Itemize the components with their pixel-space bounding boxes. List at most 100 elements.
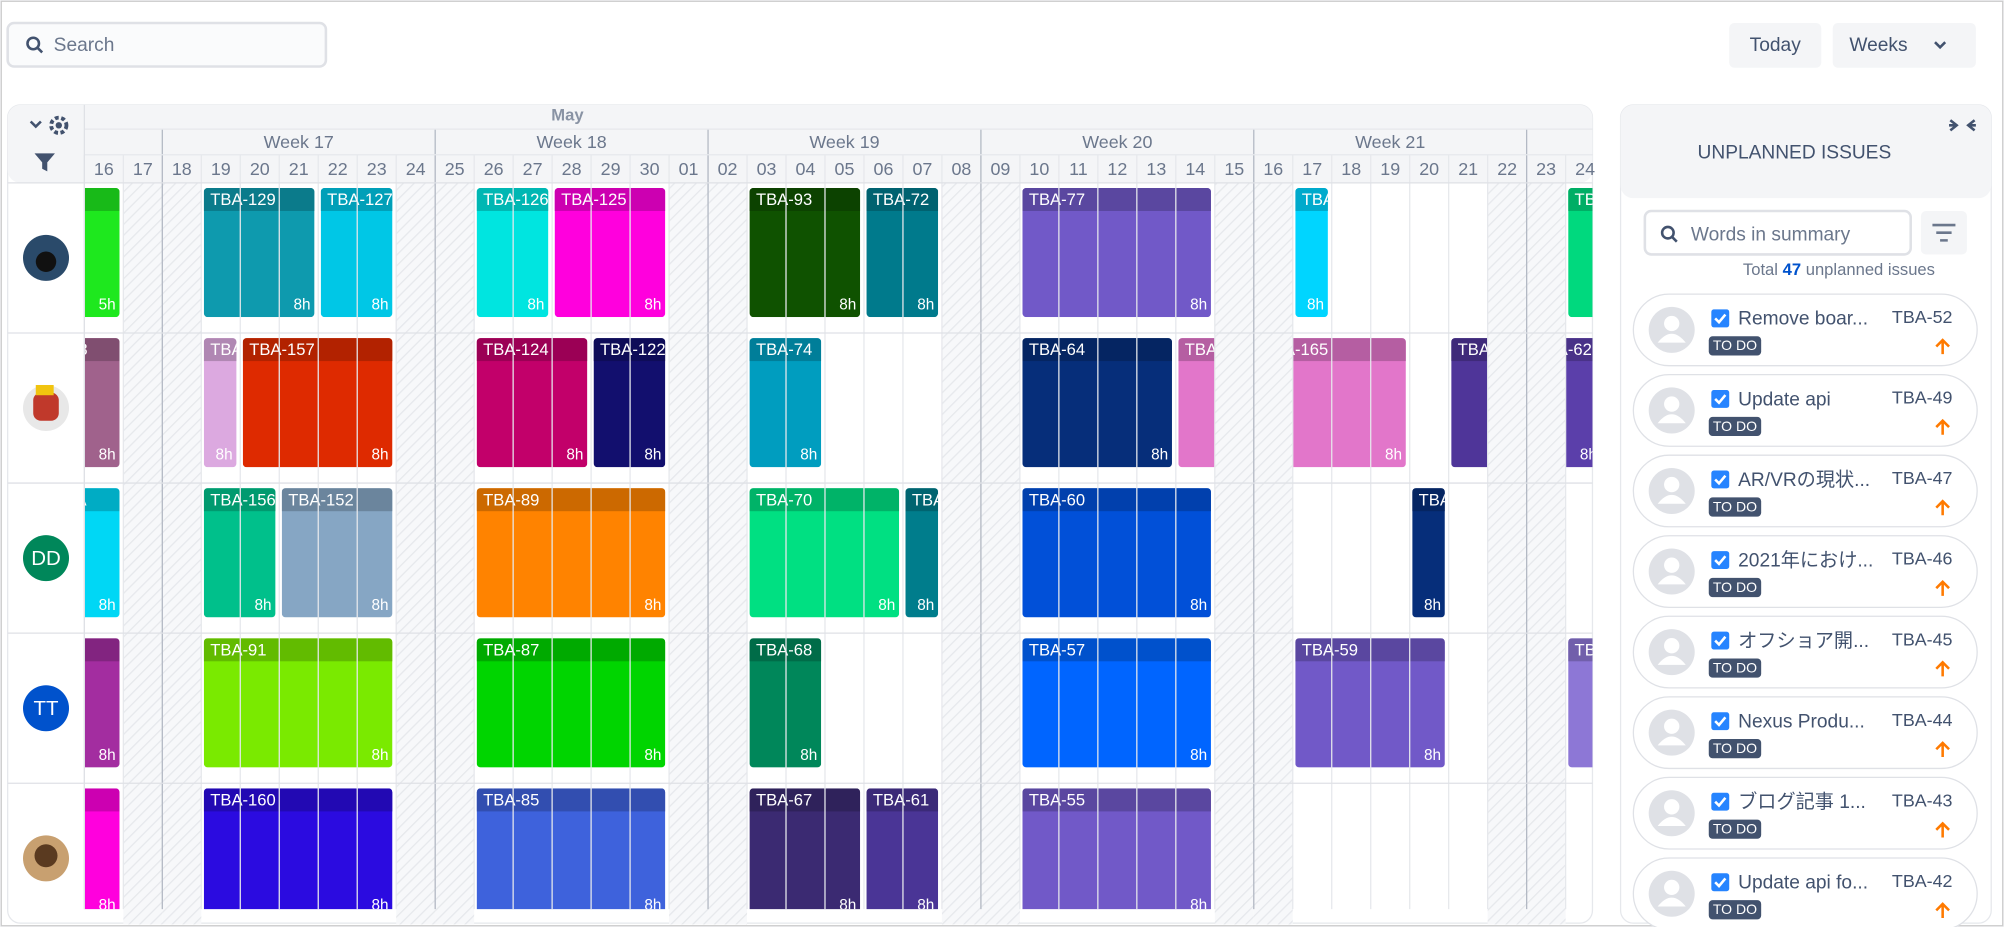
status-label: TO DO [1713,740,1757,756]
issue-card[interactable]: Remove boar... TO DO TBA-52 [1632,293,1978,367]
placeholder-body [1657,897,1686,907]
day-label: 15 [1224,159,1244,179]
issue-bar[interactable]: 5h [48,187,120,318]
settings-controls[interactable] [29,115,69,172]
weekend-column [1487,182,1527,925]
day-label: 19 [1380,159,1400,179]
issue-bar[interactable]: -908h [48,788,120,917]
issue-summary: AR/VRの現状... [1738,469,1870,491]
issue-card[interactable]: Update api fo... TO DO TBA-42 [1632,857,1978,927]
issue-bar[interactable]: TBA-67 8h [749,788,861,917]
bar-header [84,338,120,362]
status-label: TO DO [1713,337,1757,353]
issue-hours: 8h [255,597,272,614]
bar-header [1412,488,1445,512]
issue-type-icon [1711,389,1730,408]
issue-key: TB [1575,640,1596,659]
issue-bar[interactable]: TBA 8h [1295,187,1335,318]
issue-summary: ブログ記事 1... [1738,790,1866,813]
bar-header [1022,488,1211,512]
collapse-button[interactable] [1949,119,1976,132]
total-suffix: unplanned issues [1806,260,1935,279]
check-mark [1714,474,1727,486]
week-label: Week 21 [1355,132,1425,152]
status-label: TO DO [1713,498,1757,514]
issue-bar[interactable]: TBA-89 8h [476,488,666,618]
issue-summary: Update api fo... [1738,873,1868,894]
issue-bar[interactable]: TBA-55 8h [1022,788,1211,917]
issue-hours: 8h [371,297,388,314]
issue-key: -128 [54,340,87,359]
issue-card[interactable]: ブログ記事 1... TO DO TBA-43 [1632,776,1978,850]
placeholder-head [1664,799,1680,815]
day-label: 19 [211,159,231,179]
issue-bar[interactable]: TBA 8h [905,488,946,618]
status-badge [1708,416,1762,437]
check-mark [1714,394,1727,405]
issue-bar[interactable]: TBA-122 8h [593,338,666,468]
issue-key: TBA-64 [1029,340,1085,359]
issue-bar[interactable]: TBA-87 8h [476,638,666,768]
issue-key: TBA [912,490,945,509]
day-label: 23 [367,159,387,179]
placeholder-head [1664,879,1680,896]
issue-search[interactable]: Words in summary [1643,209,1912,256]
issue-bar[interactable]: TBA-160 8h [203,788,393,917]
placeholder-head [1664,476,1680,493]
issue-bar[interactable]: TBA 8h [48,488,120,618]
issue-hours: 8h [1151,447,1168,464]
issue-key: TBA-49 [1892,388,1953,408]
check-mark [1714,716,1727,727]
issue-bar[interactable]: TBA-91 8h [203,638,393,768]
issue-summary: Nexus Produ... [1738,711,1865,732]
issue-bar[interactable]: TBA-125 8h [554,187,666,318]
issue-card[interactable]: Update api TO DO TBA-49 [1632,373,1978,447]
issue-bar[interactable]: TBA-129 8h [203,187,315,318]
status-badge [1708,497,1762,517]
issue-card[interactable]: AR/VRの現状... TO DO TBA-47 [1632,454,1978,528]
bar-header [1568,187,1593,211]
issue-hours: 8h [371,447,388,464]
issue-hours: 8h [839,897,856,914]
bar-header [554,187,666,211]
filter-button[interactable] [1920,210,1967,255]
issue-key: TBA-47 [1892,468,1953,488]
issue-hours: 8h [1424,597,1441,614]
issue-bar[interactable]: TBA-93 8h [749,187,861,318]
weekend-column [123,182,163,925]
status-badge [1708,819,1762,839]
issue-bar[interactable]: TBA 8h [1412,488,1452,618]
issue-key: TBA-42 [1892,871,1953,891]
issue-bar[interactable]: TBA-60 8h [1022,488,1211,618]
issue-card[interactable]: 2021年におけ... TO DO TBA-46 [1632,535,1978,608]
issue-bar[interactable]: -948h [48,638,120,768]
issue-bar[interactable]: TBA-152 8h [281,488,393,618]
issue-bar[interactable]: TBA-77 8h [1022,187,1211,318]
issue-key: TBA [210,340,243,359]
avatar-initials: TT [34,697,59,720]
issue-bar[interactable]: TB [1568,187,1640,318]
issue-bar[interactable]: TBA 8h [203,338,244,468]
issue-key: TBA [1419,490,1452,509]
issue-hours: 8h [839,297,856,314]
issue-bar[interactable]: -128 8h [48,338,120,468]
day-label: 20 [1419,159,1439,179]
placeholder-body [1657,736,1686,746]
issue-bar[interactable]: TBA-57 8h [1022,638,1211,768]
issue-summary: 2021年におけ... [1738,549,1873,571]
issue-bar[interactable]: TBA-85 8h [476,788,666,917]
bar-header [1022,788,1211,812]
issue-card[interactable]: オフショア開... TO DO TBA-45 [1632,615,1978,689]
bar-header [203,187,315,211]
issue-bar[interactable]: TBA-124 8h [476,338,588,468]
issue-key: TBA-74 [756,340,812,359]
issue-card[interactable]: Nexus Produ... TO DO TBA-44 [1632,696,1978,770]
issue-key: TBA-156 [210,490,276,509]
today-button[interactable]: Today [1729,23,1822,68]
search-box[interactable]: Search [6,21,328,68]
view-dropdown[interactable]: Weeks [1832,23,1976,68]
weekend-column [708,182,748,925]
issue-key: TBA-70 [756,490,812,509]
